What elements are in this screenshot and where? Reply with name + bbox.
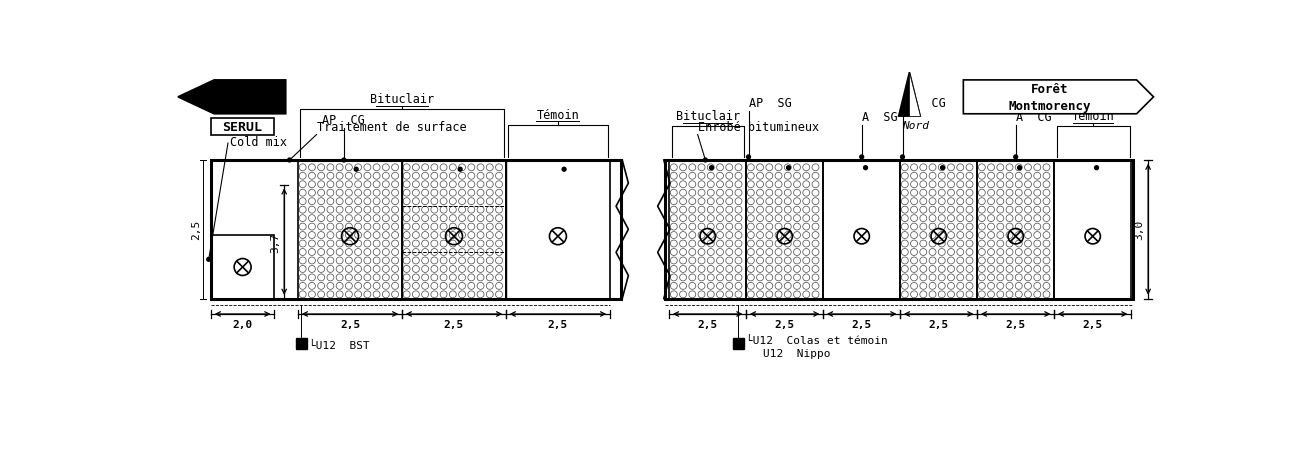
Text: Nord: Nord bbox=[902, 121, 929, 131]
Text: 2,5: 2,5 bbox=[1083, 320, 1103, 329]
Circle shape bbox=[746, 156, 750, 159]
Circle shape bbox=[1095, 167, 1099, 170]
Bar bbox=[298, 161, 402, 299]
Circle shape bbox=[860, 156, 864, 159]
Polygon shape bbox=[177, 81, 286, 115]
Text: 3,0: 3,0 bbox=[1134, 220, 1144, 240]
Circle shape bbox=[458, 168, 462, 172]
Text: SERUL: SERUL bbox=[223, 121, 262, 134]
Polygon shape bbox=[899, 73, 920, 117]
Text: A  SG: A SG bbox=[861, 111, 898, 124]
Circle shape bbox=[864, 167, 868, 170]
Bar bbox=[669, 161, 746, 299]
Bar bbox=[900, 161, 977, 299]
Text: 2,5: 2,5 bbox=[852, 320, 872, 329]
Text: 2,5: 2,5 bbox=[339, 320, 360, 329]
Text: └U12  Colas et témoin: └U12 Colas et témoin bbox=[746, 335, 887, 345]
Bar bbox=[733, 338, 744, 349]
Bar bbox=[666, 161, 1133, 299]
Text: 2,5: 2,5 bbox=[929, 320, 949, 329]
Circle shape bbox=[354, 168, 358, 172]
Bar bbox=[211, 161, 621, 299]
Circle shape bbox=[1018, 167, 1022, 170]
Circle shape bbox=[703, 159, 707, 162]
Text: A  CG: A CG bbox=[1015, 111, 1052, 124]
Text: 2,5: 2,5 bbox=[698, 320, 718, 329]
Text: 2,5: 2,5 bbox=[444, 320, 465, 329]
Circle shape bbox=[941, 167, 945, 170]
Text: └U12  BST: └U12 BST bbox=[309, 340, 369, 350]
Text: Bituclair: Bituclair bbox=[676, 110, 740, 123]
Circle shape bbox=[287, 159, 291, 162]
Circle shape bbox=[562, 168, 566, 172]
Text: Bituclair: Bituclair bbox=[369, 93, 435, 106]
Text: Traitement de surface: Traitement de surface bbox=[317, 121, 466, 134]
Polygon shape bbox=[910, 73, 920, 117]
Text: Cold mix: Cold mix bbox=[230, 136, 287, 149]
Bar bbox=[506, 161, 609, 299]
Bar bbox=[211, 119, 274, 136]
Text: Témoin: Témoin bbox=[1073, 110, 1114, 123]
Text: 3,7: 3,7 bbox=[270, 232, 281, 252]
Bar bbox=[402, 161, 506, 299]
Text: AP  CG: AP CG bbox=[322, 114, 365, 127]
Text: 2,5: 2,5 bbox=[1006, 320, 1026, 329]
Text: AP  SG: AP SG bbox=[749, 97, 791, 110]
Circle shape bbox=[342, 159, 346, 162]
Bar bbox=[402, 161, 506, 299]
Text: 2,5: 2,5 bbox=[548, 320, 568, 329]
Polygon shape bbox=[963, 81, 1154, 115]
Text: 2,5: 2,5 bbox=[191, 220, 201, 240]
Text: 2,0: 2,0 bbox=[232, 320, 253, 329]
Text: Enrobé bitumineux: Enrobé bitumineux bbox=[698, 121, 818, 134]
Circle shape bbox=[206, 258, 210, 262]
Text: Forêt
Montmorency: Forêt Montmorency bbox=[1009, 83, 1091, 112]
Text: U12  Nippo: U12 Nippo bbox=[763, 349, 831, 359]
Circle shape bbox=[710, 167, 714, 170]
Bar bbox=[1054, 161, 1131, 299]
Circle shape bbox=[1014, 156, 1018, 159]
Bar bbox=[746, 161, 823, 299]
Bar bbox=[823, 161, 900, 299]
Circle shape bbox=[900, 156, 904, 159]
Text: 2,5: 2,5 bbox=[775, 320, 795, 329]
Circle shape bbox=[787, 167, 791, 170]
Text: Route
175: Route 175 bbox=[238, 83, 275, 112]
Bar bbox=[977, 161, 1054, 299]
Bar bbox=[211, 236, 274, 299]
Text: AP  CG: AP CG bbox=[903, 97, 945, 110]
Bar bbox=[296, 338, 307, 349]
Text: Témoin: Témoin bbox=[536, 108, 579, 121]
